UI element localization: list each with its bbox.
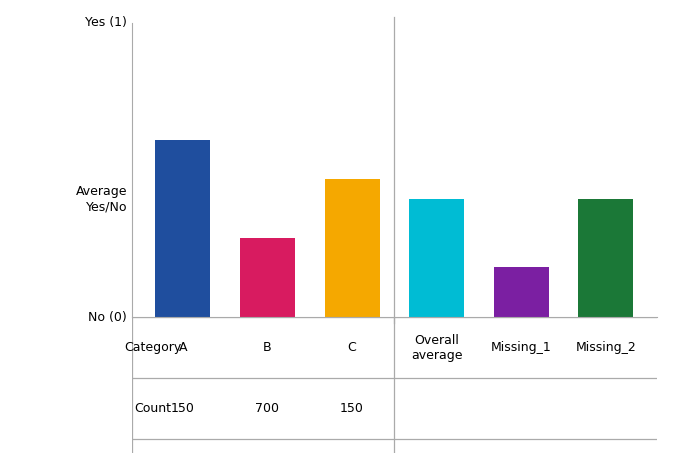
Text: Missing_1: Missing_1	[491, 341, 552, 354]
Text: 150: 150	[171, 402, 195, 415]
Text: Missing_2: Missing_2	[575, 341, 636, 354]
Bar	[155, 140, 211, 317]
Text: C: C	[348, 341, 356, 354]
Text: 150: 150	[340, 402, 364, 415]
Text: A: A	[179, 341, 187, 354]
Text: Count: Count	[135, 402, 172, 415]
Text: Overall
average: Overall average	[411, 334, 462, 361]
Bar	[240, 237, 295, 317]
Text: Category: Category	[125, 341, 182, 354]
Bar	[409, 199, 464, 317]
Bar	[494, 267, 549, 317]
Text: B: B	[263, 341, 271, 354]
Text: 700: 700	[255, 402, 280, 415]
Bar	[578, 199, 634, 317]
Bar	[324, 179, 380, 317]
